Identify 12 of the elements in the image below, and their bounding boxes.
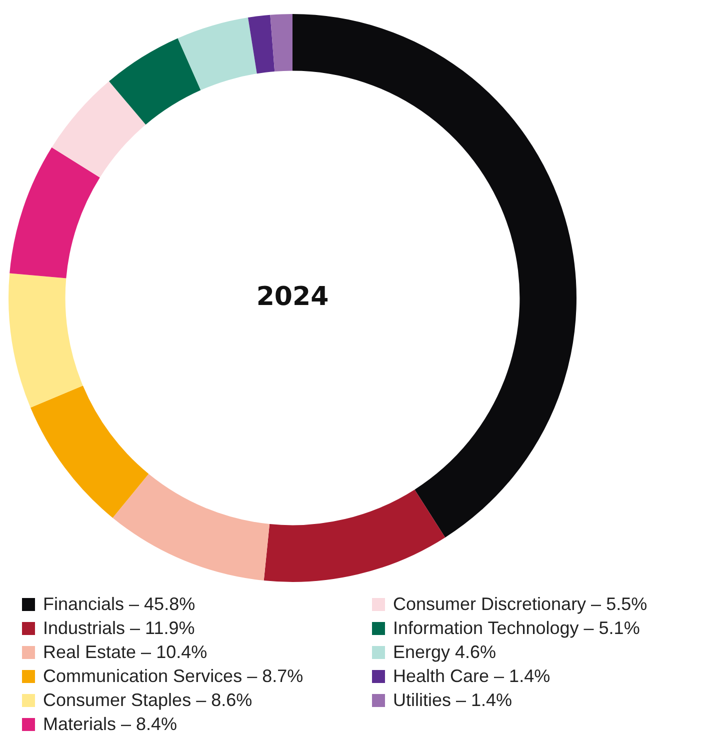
- legend-label: Information Technology – 5.1%: [393, 618, 640, 638]
- text: 2024: [256, 282, 329, 312]
- legend-label: Real Estate – 10.4%: [43, 642, 208, 662]
- legend-label: Industrials – 11.9%: [43, 618, 195, 638]
- legend-label: Materials – 8.4%: [43, 714, 178, 734]
- legend-label: Health Care – 1.4%: [393, 666, 550, 686]
- legend-label: Utilities – 1.4%: [393, 690, 512, 710]
- legend-label: Communication Services – 8.7%: [43, 666, 304, 686]
- legend-label: Consumer Staples – 8.6%: [43, 690, 252, 710]
- legend-label: Energy 4.6%: [393, 642, 496, 662]
- legend-label: Consumer Discretionary – 5.5%: [393, 594, 648, 614]
- legend-label: Financials – 45.8%: [43, 594, 196, 614]
